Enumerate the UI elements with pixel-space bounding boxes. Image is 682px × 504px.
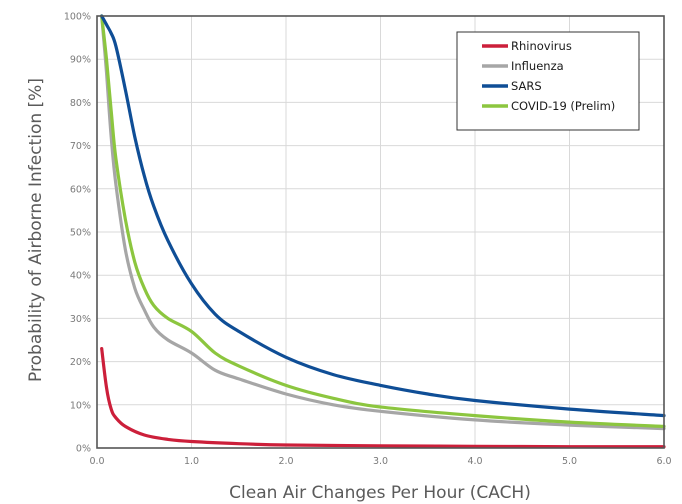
x-tick-label: 6.0	[656, 456, 671, 467]
y-axis-title: Probability of Airborne Infection [%]	[26, 78, 46, 382]
x-axis-title: Clean Air Changes Per Hour (CACH)	[229, 483, 531, 503]
y-tick-label: 10%	[70, 400, 91, 411]
legend-box	[456, 31, 640, 131]
series-line-covid-19-prelim	[100, 14, 666, 428]
x-tick-label: 5.0	[562, 456, 577, 467]
y-tick-label: 0%	[76, 444, 91, 455]
legend-label: SARS	[511, 79, 542, 93]
y-tick-label: 20%	[70, 357, 91, 368]
x-tick-label: 0.0	[89, 456, 104, 467]
y-tick-label: 40%	[70, 271, 91, 282]
x-tick-labels: 0.0 1.0 2.0 3.0 4.0 5.0 6.0	[89, 456, 671, 467]
y-tick-label: 50%	[70, 228, 91, 239]
y-tick-label: 90%	[70, 55, 91, 66]
legend-label: Influenza	[511, 59, 564, 73]
series-lines	[100, 14, 666, 449]
legend-label: COVID-19 (Prelim)	[511, 99, 615, 113]
legend-items: Rhinovirus Influenza SARS COVID-19 (Prelim)	[482, 39, 615, 113]
legend-label: Rhinovirus	[511, 39, 572, 53]
series-line-sars	[100, 14, 666, 418]
plot-frame	[96, 15, 665, 449]
y-tick-label: 80%	[70, 98, 91, 109]
legend: Rhinovirus Influenza SARS COVID-19 (Prelim)	[456, 31, 640, 131]
x-tick-label: 3.0	[373, 456, 388, 467]
x-tick-label: 4.0	[467, 456, 482, 467]
x-tick-label: 1.0	[184, 456, 199, 467]
y-tick-label: 70%	[70, 141, 91, 152]
y-tick-label: 60%	[70, 184, 91, 195]
y-tick-labels: 0% 10% 20% 30% 40% 50% 60% 70% 80% 90% 100%	[64, 12, 91, 455]
series-line-influenza	[100, 14, 666, 431]
y-tick-label: 100%	[64, 12, 91, 23]
x-tick-label: 2.0	[278, 456, 293, 467]
series-line-rhinovirus	[100, 347, 666, 449]
y-tick-label: 30%	[70, 314, 91, 325]
